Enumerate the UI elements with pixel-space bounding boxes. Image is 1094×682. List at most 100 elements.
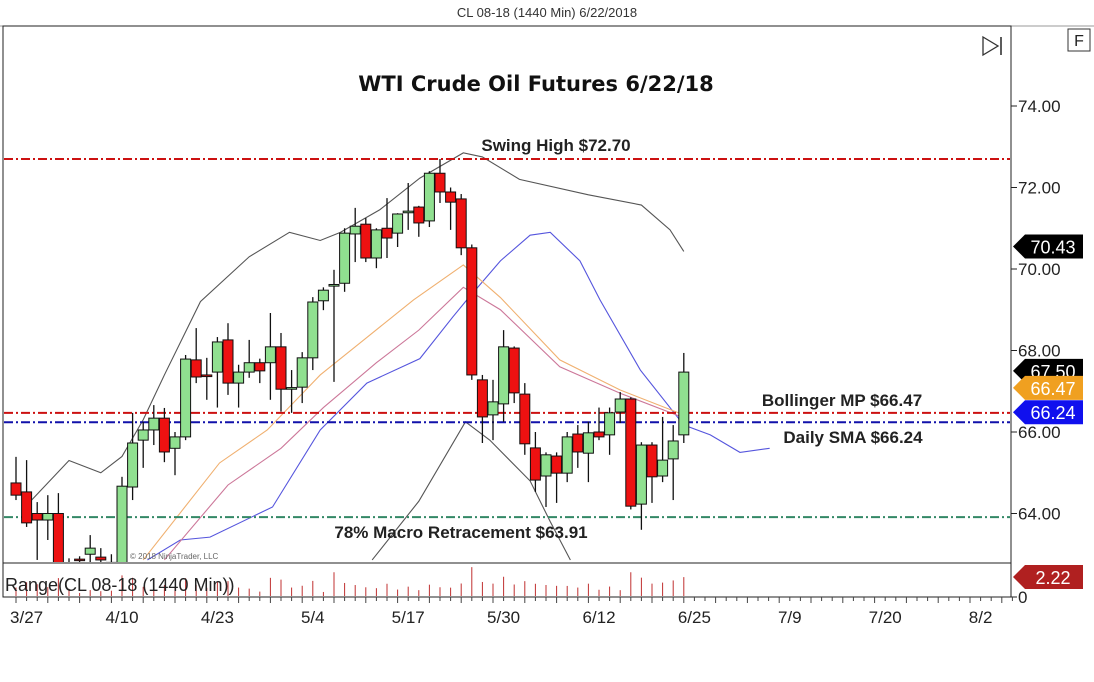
candle xyxy=(455,194,467,256)
candle xyxy=(402,183,414,230)
candle-body xyxy=(201,374,213,378)
candle-body xyxy=(339,232,351,284)
candle-body xyxy=(529,447,541,481)
candle xyxy=(349,207,361,263)
candle xyxy=(148,405,160,446)
candle xyxy=(275,332,287,412)
candle xyxy=(646,442,658,503)
candle xyxy=(625,397,637,510)
candle xyxy=(286,370,298,413)
candle xyxy=(434,158,446,203)
candle-body xyxy=(593,431,605,438)
candle-body xyxy=(466,247,478,376)
candle xyxy=(508,346,520,404)
candle xyxy=(116,476,128,562)
candle-body xyxy=(625,398,637,507)
candle-body xyxy=(148,417,160,431)
price-tag-66-47-text: 66.47 xyxy=(1030,379,1075,399)
candle xyxy=(413,205,425,237)
candle xyxy=(529,432,541,492)
candle xyxy=(127,412,139,501)
candle xyxy=(180,354,192,441)
candle xyxy=(31,502,43,560)
candle xyxy=(466,244,478,380)
candle xyxy=(561,432,573,483)
candle-body xyxy=(169,436,181,449)
candle-body xyxy=(31,513,43,521)
candle-body xyxy=(402,210,414,214)
candle-body xyxy=(423,172,435,222)
candle xyxy=(190,328,202,384)
f-button-label: F xyxy=(1074,33,1084,50)
candle-body xyxy=(286,387,298,390)
candle xyxy=(392,213,404,247)
candle-body xyxy=(657,459,669,477)
candle xyxy=(370,228,382,269)
candle xyxy=(10,456,22,501)
y-tick-label: 66.00 xyxy=(1018,423,1061,442)
candle-body xyxy=(264,346,276,364)
candle xyxy=(476,374,488,444)
candle-body xyxy=(508,347,520,394)
skip-to-end-icon[interactable] xyxy=(982,35,1002,57)
candle xyxy=(211,337,223,408)
candle-body xyxy=(74,558,86,562)
candle xyxy=(169,432,181,476)
daily-sma-label: Daily SMA $66.24 xyxy=(783,428,923,447)
candle-body xyxy=(455,198,467,249)
candle-body xyxy=(254,362,266,372)
x-tick-label: 6/12 xyxy=(582,608,615,627)
price-tag-70-43-text: 70.43 xyxy=(1030,237,1075,257)
bollinger-mp-label: Bollinger MP $66.47 xyxy=(762,391,922,410)
candle xyxy=(21,460,33,527)
y-tick-label: 70.00 xyxy=(1018,260,1061,279)
candle xyxy=(487,379,499,441)
candle-body xyxy=(95,556,107,561)
candle-body xyxy=(551,455,563,474)
candle xyxy=(381,198,393,258)
range-value-tag-text: 2.22 xyxy=(1035,568,1070,588)
candle-body xyxy=(487,401,499,416)
candle-body xyxy=(211,341,223,373)
candle-body xyxy=(52,513,64,562)
candle xyxy=(614,392,626,424)
candle xyxy=(201,357,213,400)
candle xyxy=(572,425,584,468)
candle-body xyxy=(84,547,96,555)
candle-body xyxy=(667,440,679,460)
candle-body xyxy=(582,432,594,454)
y-tick-label: 74.00 xyxy=(1018,97,1061,116)
candle-body xyxy=(635,444,647,505)
candle xyxy=(551,452,563,503)
price-tag-66-47: 66.47 xyxy=(1013,375,1083,400)
upper-band-line xyxy=(26,152,685,506)
candle-body xyxy=(328,283,340,287)
candle xyxy=(254,358,266,384)
candle xyxy=(360,218,372,263)
y-tick-label: 64.00 xyxy=(1018,505,1061,524)
candle xyxy=(74,556,86,562)
candle-body xyxy=(296,357,308,388)
candle-body xyxy=(646,444,658,478)
candle-body xyxy=(604,412,616,436)
candle-body xyxy=(498,346,510,405)
candle xyxy=(635,442,647,530)
chart-title: WTI Crude Oil Futures 6/22/18 xyxy=(358,72,714,96)
candle-body xyxy=(42,513,54,521)
range-value-tag: 2.22 xyxy=(1013,565,1083,589)
candle-body xyxy=(413,206,425,224)
candle xyxy=(540,452,552,507)
x-tick-label: 4/23 xyxy=(201,608,234,627)
candle xyxy=(678,352,690,444)
y-tick-label: 68.00 xyxy=(1018,342,1061,361)
candle xyxy=(42,495,54,540)
candle-body xyxy=(445,191,457,203)
x-tick-label: 6/25 xyxy=(678,608,711,627)
range-zero-tick: 0 xyxy=(1018,588,1027,607)
candle-body xyxy=(381,227,393,239)
x-tick-label: 7/20 xyxy=(869,608,902,627)
candle-body xyxy=(476,379,488,418)
f-button[interactable]: F xyxy=(1067,28,1091,52)
candle-body xyxy=(158,417,170,453)
